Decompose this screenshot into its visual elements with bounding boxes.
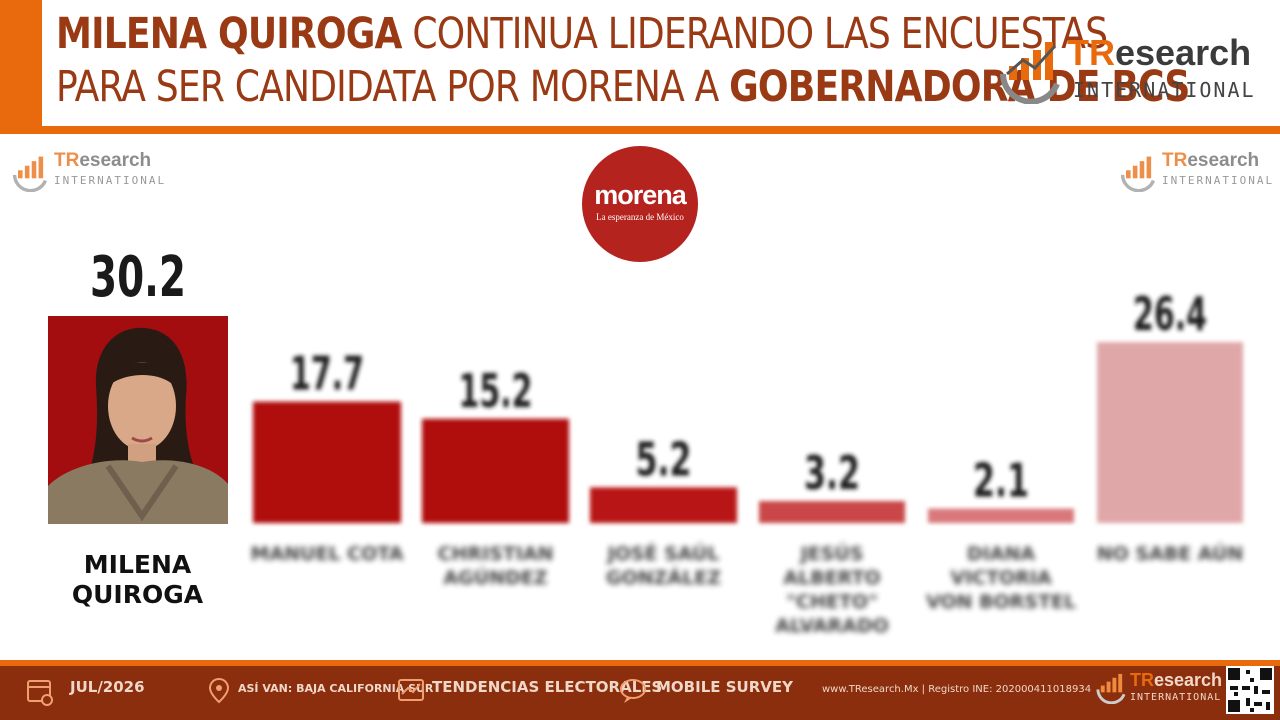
party-slogan: La esperanza de México xyxy=(596,212,684,222)
footer-method: MOBILE SURVEY xyxy=(656,678,793,696)
watermark-brand-rest: esearch xyxy=(1187,150,1260,171)
title-line-2: PARA SER CANDIDATA POR MORENA A GOBERNAD… xyxy=(56,61,1190,114)
watermark-brand-tr: TR xyxy=(1162,150,1188,171)
watermark-brand: TResearch xyxy=(1162,150,1259,172)
party-name: morena xyxy=(594,180,687,210)
footer-logo: TResearch INTERNATIONAL xyxy=(1094,666,1222,714)
map-pin-icon xyxy=(204,676,234,712)
category-label: JOSÉ SAÚL GONZÁLEZ xyxy=(580,542,747,590)
category-label-line: "CHETO" xyxy=(786,591,878,613)
value-label: 15.2 xyxy=(459,364,533,418)
logo-brand-rest: esearch xyxy=(1115,32,1252,73)
footer-web: www.TResearch.Mx | Registro INE: 2020004… xyxy=(822,684,1092,695)
footer xyxy=(0,660,1280,720)
footer-location: ASÍ VAN: BAJA CALIFORNIA SUR xyxy=(238,682,434,695)
category-label-line: NO SABE AÚN xyxy=(1096,543,1244,565)
title-bold-1: MILENA QUIROGA xyxy=(56,9,403,59)
category-label-line: AGÚNDEZ xyxy=(443,567,548,589)
value-label: 3.2 xyxy=(804,446,860,500)
watermark-brand: TResearch xyxy=(54,150,151,172)
footer-section: TENDENCIAS ELECTORALES xyxy=(432,678,663,696)
footer-logo-subtitle: INTERNATIONAL xyxy=(1130,692,1222,703)
value-label: 2.1 xyxy=(973,454,1029,508)
category-label: MANUEL COTA xyxy=(243,542,411,566)
category-label-line: CHRISTIAN xyxy=(437,543,554,565)
value-label: 26.4 xyxy=(1133,287,1207,341)
chart-icon xyxy=(396,676,426,712)
bar-chart: 30.2 17.7 15.2 5.2 3.2 2.1 26.4 xyxy=(90,245,1243,523)
tresearch-watermark-icon xyxy=(12,156,48,192)
bar xyxy=(759,501,905,523)
header: MILENA QUIROGA CONTINUA LIDERANDO LAS EN… xyxy=(0,0,1280,131)
bar xyxy=(928,508,1074,523)
candidate-photo xyxy=(48,316,228,524)
value-label: 5.2 xyxy=(636,432,692,486)
category-label-line: MANUEL COTA xyxy=(250,543,404,565)
header-accent-bar xyxy=(0,0,42,131)
tresearch-watermark-icon xyxy=(1120,156,1156,192)
bar xyxy=(1097,342,1243,523)
footer-accent-bar xyxy=(0,660,1280,666)
value-label: 30.2 xyxy=(90,245,186,310)
watermark-brand-rest: esearch xyxy=(79,150,152,171)
candidate-portrait-image xyxy=(48,327,228,524)
chat-bubble-icon xyxy=(618,676,648,712)
category-label: NO SABE AÚN xyxy=(1087,542,1253,566)
title-light-2: PARA SER CANDIDATA POR MORENA A xyxy=(56,62,719,112)
header-divider xyxy=(0,126,1280,134)
footer-logo-tr: TR xyxy=(1130,670,1154,690)
bars-group xyxy=(253,342,1243,523)
tresearch-watermark-right: TResearch INTERNATIONAL xyxy=(1118,150,1272,192)
logo-brand: TResearch xyxy=(1067,32,1251,74)
tresearch-watermark-left: TResearch INTERNATIONAL xyxy=(10,150,164,192)
watermark-subtitle: INTERNATIONAL xyxy=(54,174,167,187)
bar xyxy=(253,401,401,523)
logo-brand-tr: TR xyxy=(1067,32,1115,73)
category-label-line: JOSÉ SAÚL xyxy=(607,543,720,565)
tresearch-logo-icon xyxy=(1000,42,1060,104)
tresearch-logo: TResearch INTERNATIONAL xyxy=(995,30,1265,105)
watermark-brand-tr: TR xyxy=(54,150,80,171)
morena-party-logo: morena La esperanza de México xyxy=(582,146,698,262)
bar xyxy=(590,487,737,523)
footer-logo-rest: esearch xyxy=(1154,670,1223,690)
calendar-icon xyxy=(26,676,54,712)
qr-code-image xyxy=(1226,666,1274,714)
value-label: 17.7 xyxy=(290,347,364,401)
watermark-subtitle: INTERNATIONAL xyxy=(1162,174,1275,187)
value-labels-group: 30.2 17.7 15.2 5.2 3.2 2.1 26.4 xyxy=(90,245,1207,508)
footer-logo-brand: TResearch xyxy=(1130,670,1222,691)
category-label-leader: MILENA QUIROGA xyxy=(71,550,204,609)
category-label-line: ALVARADO xyxy=(775,615,889,637)
logo-subtitle: INTERNATIONAL xyxy=(1073,78,1256,102)
category-label: JESÚS ALBERTO "CHETO" ALVARADO xyxy=(749,542,915,638)
category-label-line: DIANA VICTORIA xyxy=(950,543,1052,589)
footer-logo-icon xyxy=(1096,673,1126,704)
category-label: CHRISTIAN AGÚNDEZ xyxy=(412,542,579,590)
title-bold-2: GOBERNADORA DE BCS xyxy=(729,62,1190,112)
page-title: MILENA QUIROGA CONTINUA LIDERANDO LAS EN… xyxy=(56,8,1190,114)
category-label-line: JESÚS ALBERTO xyxy=(783,543,881,589)
title-line-1: MILENA QUIROGA CONTINUA LIDERANDO LAS EN… xyxy=(56,8,1108,61)
qr-code xyxy=(1226,666,1274,714)
category-label: DIANA VICTORIA VON BORSTEL xyxy=(918,542,1084,614)
title-light-1: CONTINUA LIDERANDO LAS ENCUESTAS xyxy=(412,9,1108,59)
category-label-line: GONZÁLEZ xyxy=(606,567,721,589)
footer-date: JUL/2026 xyxy=(70,678,145,696)
category-label-line: VON BORSTEL xyxy=(925,591,1077,613)
bar xyxy=(422,418,569,523)
